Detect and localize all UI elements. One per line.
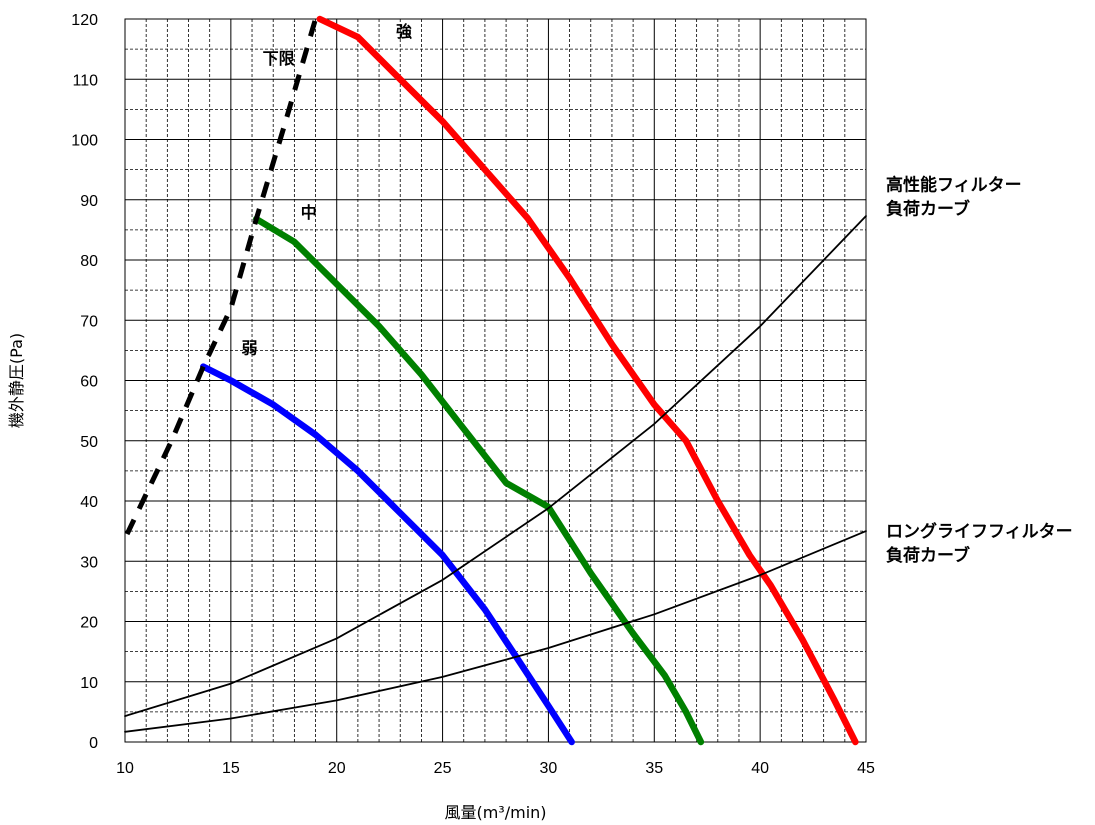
y-tick-label: 70 [80, 313, 98, 330]
curve-labels: 強中弱 下限 [241, 22, 412, 357]
y-tick-label: 110 [72, 72, 98, 89]
y-tick-label: 90 [80, 193, 98, 210]
y-tick-labels: 0 10 20 30 40 50 60 70 80 90 100 110 120 [71, 12, 98, 752]
plot-frame [124, 18, 867, 743]
series-line [124, 215, 867, 717]
x-axis-title: 風量(m³/min) [444, 803, 546, 822]
x-tick-label: 15 [222, 760, 240, 777]
side-label-line: 負荷カーブ [886, 199, 970, 220]
series-line [124, 530, 867, 733]
x-tick-label: 25 [434, 760, 452, 777]
series-line [253, 215, 705, 746]
x-tick-label: 10 [116, 760, 134, 777]
y-tick-label: 100 [71, 133, 98, 150]
side-label-line: 高性能フィルター [886, 175, 1022, 196]
x-tick-label: 30 [540, 760, 558, 777]
curve-label: 弱 [241, 338, 257, 357]
side-label-line: ロングライフフィルター [886, 521, 1073, 542]
side-label-line: 負荷カーブ [886, 545, 970, 566]
y-tick-label: 40 [80, 494, 98, 511]
series-line [316, 15, 859, 746]
y-tick-label: 80 [80, 253, 98, 270]
y-tick-label: 50 [80, 434, 98, 451]
x-tick-label: 45 [857, 760, 875, 777]
x-tick-label: 20 [328, 760, 346, 777]
curve-label: 中 [301, 203, 317, 222]
y-tick-label: 20 [80, 615, 98, 632]
x-tick-label: 35 [645, 760, 663, 777]
curve-label: 強 [396, 22, 412, 41]
y-tick-label: 10 [80, 675, 98, 692]
major-grid [125, 19, 866, 742]
y-tick-label: 0 [89, 735, 98, 752]
x-tick-label: 40 [751, 760, 769, 777]
y-tick-label: 120 [71, 12, 98, 29]
series-layer [124, 15, 867, 746]
series-line [200, 363, 575, 746]
series-line [124, 18, 318, 536]
x-tick-labels: 10 15 20 25 30 35 40 45 [116, 760, 875, 777]
curve-label: 下限 [263, 49, 296, 68]
y-axis-title: 機外静圧(Pa) [7, 333, 26, 428]
y-tick-label: 60 [80, 374, 98, 391]
y-tick-label: 30 [80, 554, 98, 571]
